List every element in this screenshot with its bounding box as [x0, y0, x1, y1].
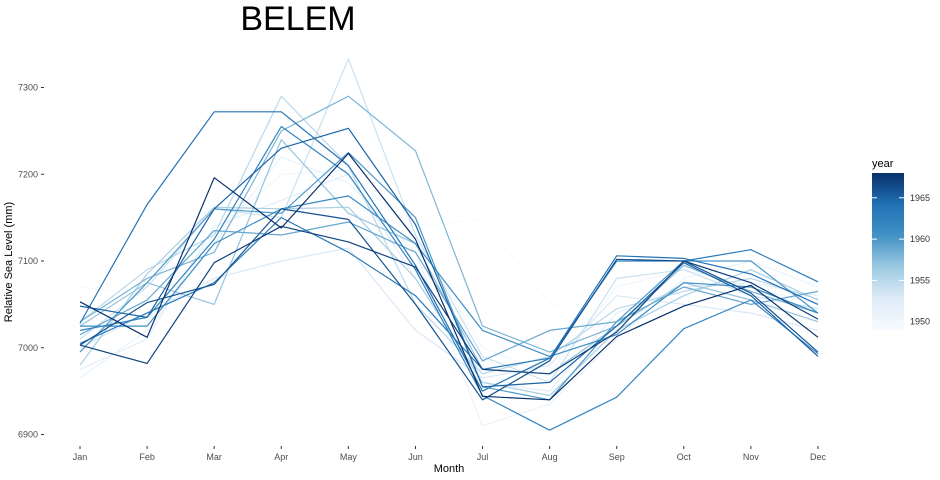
x-tick-label: Feb	[139, 452, 155, 462]
legend-colorbar	[872, 173, 904, 330]
y-tick-label: 6900	[18, 430, 38, 440]
y-tick-label: 7200	[18, 169, 38, 179]
series-line	[79, 127, 819, 388]
chart-title: BELEM	[240, 0, 355, 38]
x-tick-label: Sep	[609, 452, 625, 462]
legend-tick-label: 1965	[910, 193, 930, 203]
legend-tick-label: 1955	[910, 275, 930, 285]
y-axis: 6900 7000 7100 7200 7300	[18, 83, 44, 440]
series-line	[79, 130, 819, 331]
x-tick-label: Jan	[73, 452, 88, 462]
x-tick-label: Jun	[408, 452, 423, 462]
series-line	[79, 111, 819, 392]
series-line	[79, 173, 819, 392]
x-tick-label: Dec	[810, 452, 827, 462]
x-tick-label: Aug	[542, 452, 558, 462]
x-tick-label: Mar	[206, 452, 222, 462]
series-layer	[79, 58, 819, 431]
series-line	[79, 206, 819, 397]
y-tick-label: 7100	[18, 256, 38, 266]
x-tick-label: May	[340, 452, 358, 462]
x-tick-label: Nov	[743, 452, 760, 462]
series-line	[79, 208, 819, 401]
x-tick-label: Jul	[477, 452, 489, 462]
x-axis-title: Month	[434, 463, 465, 475]
legend-title: year	[872, 158, 894, 170]
x-tick-label: Oct	[677, 452, 692, 462]
y-tick-label: 7300	[18, 83, 38, 93]
series-line	[79, 95, 819, 375]
y-axis-title: Relative Sea Level (mm)	[3, 202, 15, 322]
series-line	[79, 247, 819, 379]
x-axis: Jan Feb Mar Apr May Jun Jul Aug Sep Oct Nov Dec	[73, 446, 827, 462]
legend: year 1950 1955 1960 1965	[872, 158, 930, 330]
y-tick-label: 7000	[18, 343, 38, 353]
legend-tick-label: 1960	[910, 234, 930, 244]
series-line	[79, 152, 819, 401]
legend-tick-label: 1950	[910, 317, 930, 327]
legend-ticks: 1950 1955 1960 1965	[872, 193, 930, 327]
series-line	[79, 95, 819, 353]
series-line	[80, 195, 819, 357]
series-line	[79, 169, 819, 375]
x-tick-label: Apr	[274, 452, 288, 462]
